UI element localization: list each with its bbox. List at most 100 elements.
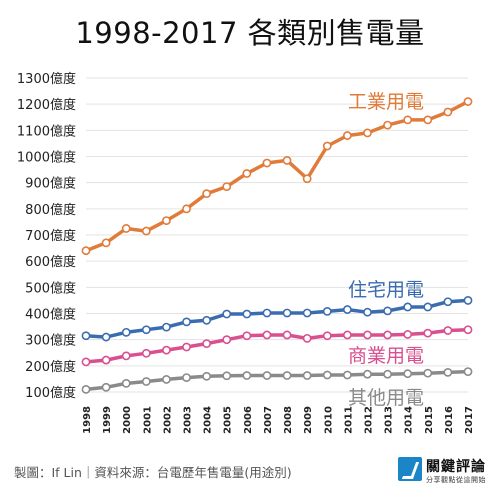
series-label: 商業用電	[348, 345, 424, 367]
y-tick-label: 600億度	[25, 254, 76, 270]
y-tick-label: 1100億度	[17, 123, 76, 139]
data-point	[262, 371, 272, 380]
x-tick-label: 1998	[82, 406, 93, 434]
data-point	[322, 331, 332, 341]
data-point	[282, 330, 292, 340]
data-point	[121, 224, 131, 233]
x-tick-label: 2014	[404, 406, 415, 434]
y-tick-label: 400億度	[25, 307, 76, 323]
grid-lines	[86, 77, 468, 393]
data-point	[242, 371, 252, 380]
data-point	[302, 174, 312, 184]
x-tick-label: 2010	[323, 406, 334, 434]
data-point	[302, 333, 312, 343]
x-tick-label: 2005	[223, 406, 234, 434]
data-point	[81, 384, 91, 394]
data-point	[242, 169, 252, 178]
data-point	[101, 332, 111, 342]
data-point	[443, 107, 453, 117]
data-point	[463, 325, 473, 335]
x-tick-label: 2013	[384, 406, 395, 434]
data-point	[342, 131, 352, 140]
data-point	[121, 351, 131, 361]
x-tick-label: 1999	[102, 406, 113, 434]
data-point	[463, 367, 473, 376]
data-point	[363, 128, 372, 138]
data-point	[282, 371, 292, 380]
data-point	[423, 368, 433, 378]
data-point	[141, 325, 151, 335]
data-point	[443, 326, 453, 335]
data-point	[383, 306, 392, 316]
x-tick-label: 2012	[363, 406, 374, 434]
x-tick-label: 2000	[122, 406, 133, 434]
data-point	[383, 120, 392, 130]
data-point	[463, 296, 473, 305]
y-axis-ticks: 100億度 200億度 300億度 400億度 500億度 600億度 700億度 800億度…	[17, 71, 76, 401]
y-tick-label: 1000億度	[17, 150, 76, 166]
x-tick-label: 2003	[183, 406, 194, 434]
x-tick-label: 2007	[263, 406, 274, 434]
data-point	[302, 371, 312, 380]
data-point	[423, 115, 433, 125]
data-point	[101, 238, 111, 248]
data-point	[182, 373, 191, 383]
series-lines	[81, 97, 473, 394]
data-point	[162, 216, 171, 226]
data-point	[222, 182, 232, 191]
x-tick-label: 2004	[203, 406, 214, 434]
data-point	[182, 317, 191, 327]
data-point	[383, 369, 392, 379]
y-tick-label: 200億度	[25, 359, 76, 375]
x-tick-label: 2006	[243, 406, 254, 434]
data-point	[302, 308, 312, 318]
logo-tagline: 分享觀點從這開始	[426, 476, 486, 484]
data-point	[81, 246, 91, 256]
y-tick-label: 900億度	[25, 176, 76, 192]
data-point	[101, 382, 111, 392]
data-point	[443, 297, 453, 307]
data-point	[262, 308, 272, 318]
data-point	[262, 158, 272, 168]
y-tick-label: 1300億度	[17, 71, 76, 87]
data-point	[282, 308, 292, 318]
data-point	[242, 331, 252, 341]
data-point	[403, 302, 413, 312]
data-point	[262, 330, 272, 340]
data-point	[162, 375, 171, 384]
data-point	[403, 115, 413, 125]
x-axis-ticks: 1998 1999 2000 2001 2002 2003 2004 2005 2006 2007…	[82, 406, 475, 434]
series-label: 住宅用電	[348, 279, 424, 301]
data-point	[342, 305, 352, 314]
x-tick-label: 2016	[444, 406, 455, 434]
data-point	[463, 97, 473, 106]
data-point	[342, 370, 352, 380]
data-point	[222, 335, 232, 345]
data-point	[363, 330, 372, 340]
data-point	[162, 345, 171, 355]
data-point	[403, 330, 413, 339]
series-label: 其他用電	[348, 387, 424, 409]
logo-icon	[398, 457, 422, 481]
data-point	[363, 307, 372, 317]
x-tick-label: 2002	[162, 406, 173, 434]
x-tick-label: 2009	[303, 406, 314, 434]
data-point	[162, 322, 171, 332]
data-point	[182, 342, 191, 352]
data-point	[242, 309, 252, 319]
data-point	[342, 330, 352, 340]
y-tick-label: 700億度	[25, 228, 76, 244]
data-point	[222, 309, 232, 319]
data-point	[282, 156, 292, 165]
footer-credit: 製圖：If Lin｜資料來源：台電歷年售電量(用途別)	[14, 465, 292, 480]
logo-name: 關鍵評論	[426, 459, 486, 475]
x-tick-label: 2017	[464, 406, 475, 434]
chart-title: 1998-2017 各類別售電量	[75, 16, 425, 50]
x-tick-label: 2015	[424, 406, 435, 434]
data-point	[81, 357, 91, 367]
data-point	[383, 330, 392, 340]
data-point	[81, 331, 91, 341]
x-tick-label: 2001	[142, 406, 153, 434]
